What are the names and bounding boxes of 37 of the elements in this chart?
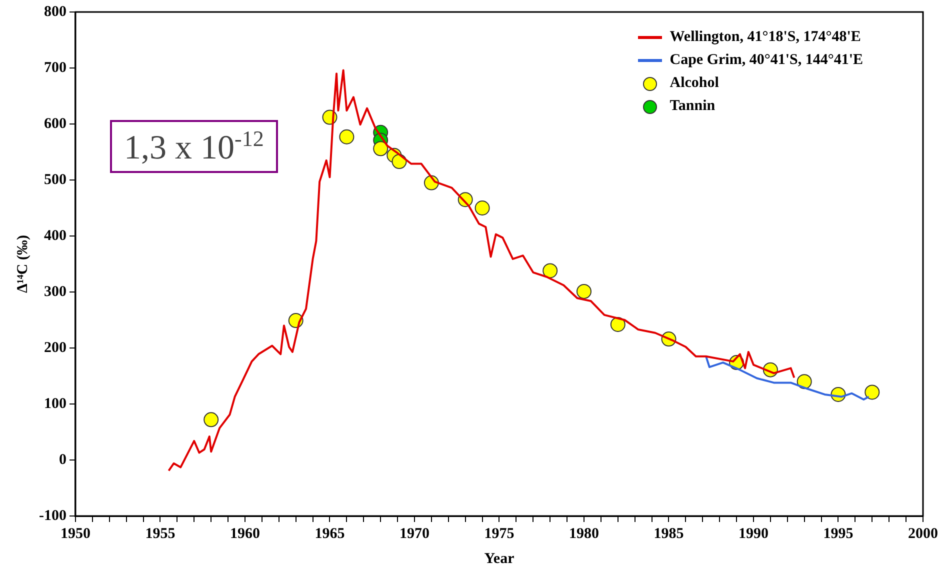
x-tick-label: 1960: [230, 526, 260, 542]
point: [610, 316, 626, 332]
x-tick-label: 1995: [823, 526, 854, 542]
x-tick-label: 1955: [145, 526, 176, 542]
x-tick-label: 1985: [654, 526, 684, 542]
x-tick-label: 2000: [908, 526, 938, 542]
y-tick-label: 600: [44, 116, 66, 132]
x-tick-label: 1990: [738, 526, 768, 542]
y-tick-label: 800: [44, 4, 66, 20]
point: [796, 374, 812, 390]
y-tick-label: 700: [44, 60, 66, 76]
x-tick-label: 1965: [314, 526, 345, 542]
point: [339, 129, 354, 144]
y-tick-label: 200: [44, 340, 66, 356]
y-tick-label: 300: [44, 284, 66, 300]
y-tick-label: 400: [44, 228, 66, 244]
x-tick-label: 1950: [60, 526, 90, 542]
point: [576, 284, 592, 299]
point: [542, 263, 558, 278]
legend-label: Tannin: [670, 97, 716, 116]
y-tick-label: 100: [44, 396, 66, 412]
x-tick-label: 1970: [399, 526, 430, 542]
y-tick-label: 0: [58, 452, 66, 468]
annotation: 1,3 x 10$^{-12}$: [110, 120, 278, 174]
legend-label: Wellington, 41°18'S, 174°48'E: [670, 28, 861, 47]
point: [373, 141, 388, 156]
y-tick-label: -100: [38, 508, 66, 524]
point: [204, 412, 219, 428]
point: [864, 384, 880, 400]
x-axis-title: Year: [484, 550, 515, 567]
point: [474, 200, 490, 216]
y-axis-title: Δ¹⁴C (‰): [14, 235, 31, 293]
y-tick-label: 500: [44, 172, 66, 188]
x-tick-label: 1980: [569, 526, 599, 542]
legend-label: Alcohol: [670, 74, 719, 93]
x-tick-label: 1975: [484, 526, 514, 542]
legend-label: Cape Grim, 40°41'S, 144°41'E: [670, 51, 863, 70]
